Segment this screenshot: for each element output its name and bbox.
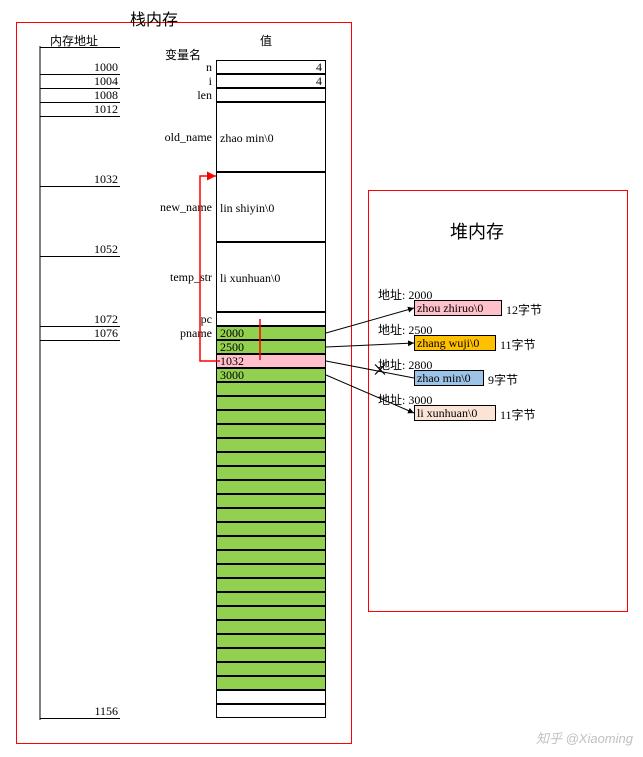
addr-label: 1012 (94, 102, 118, 117)
var-label: new_name (160, 200, 212, 215)
var-label: old_name (165, 130, 212, 145)
addr-label: 1072 (94, 312, 118, 327)
stack-header-val: 值 (260, 32, 272, 49)
stack-cell (216, 452, 326, 466)
stack-cell: li xunhuan\0 (216, 242, 326, 312)
addr-label: 1000 (94, 60, 118, 75)
stack-cell (216, 508, 326, 522)
heap-bytes-label: 12字节 (506, 301, 542, 318)
stack-cell (216, 424, 326, 438)
var-label: n (206, 60, 212, 75)
var-label: i (209, 74, 212, 89)
stack-cell (216, 606, 326, 620)
stack-cell (216, 704, 326, 718)
stack-cell (216, 662, 326, 676)
stack-cell (216, 466, 326, 480)
stack-cell (216, 620, 326, 634)
stack-cell (216, 480, 326, 494)
stack-cell (216, 578, 326, 592)
addr-label: 1076 (94, 326, 118, 341)
stack-cell (216, 88, 326, 102)
heap-item: li xunhuan\0 (414, 405, 496, 421)
stack-cell: 4 (216, 74, 326, 88)
stack-cell (216, 312, 326, 326)
stack-cell (216, 690, 326, 704)
addr-label: 1008 (94, 88, 118, 103)
stack-cell (216, 410, 326, 424)
stack-cell: lin shiyin\0 (216, 172, 326, 242)
stack-cell (216, 494, 326, 508)
heap-item: zhou zhiruo\0 (414, 300, 502, 316)
stack-cell: 1032 (216, 354, 326, 368)
heap-bytes-label: 11字节 (500, 336, 536, 353)
addr-label: 1032 (94, 172, 118, 187)
stack-cell: 4 (216, 60, 326, 74)
stack-cell (216, 564, 326, 578)
var-label: pname (180, 326, 212, 341)
stack-cell (216, 382, 326, 396)
stack-cell: 2500 (216, 340, 326, 354)
stack-cell (216, 592, 326, 606)
heap-item: zhang wuji\0 (414, 335, 496, 351)
stack-cell (216, 536, 326, 550)
var-label: pc (201, 312, 212, 327)
heap-bytes-label: 11字节 (500, 406, 536, 423)
stack-cell (216, 634, 326, 648)
addr-label: 1004 (94, 74, 118, 89)
var-label: len (197, 88, 212, 103)
heap-bytes-label: 9字节 (488, 371, 518, 388)
stack-cell (216, 550, 326, 564)
stack-cell (216, 676, 326, 690)
stack-cell: zhao min\0 (216, 102, 326, 172)
heap-title: 堆内存 (450, 218, 504, 244)
stack-title: 栈内存 (130, 6, 178, 30)
addr-label: 1156 (94, 704, 118, 719)
var-label: temp_str (170, 270, 212, 285)
stack-cell (216, 648, 326, 662)
watermark: 知乎 @Xiaoming (536, 728, 633, 747)
stack-cell (216, 396, 326, 410)
stack-cell: 3000 (216, 368, 326, 382)
stack-header-var: 变量名 (165, 46, 201, 63)
stack-cell (216, 522, 326, 536)
addr-label: 1052 (94, 242, 118, 257)
heap-item: zhao min\0 (414, 370, 484, 386)
stack-cell (216, 438, 326, 452)
stack-cell: 2000 (216, 326, 326, 340)
